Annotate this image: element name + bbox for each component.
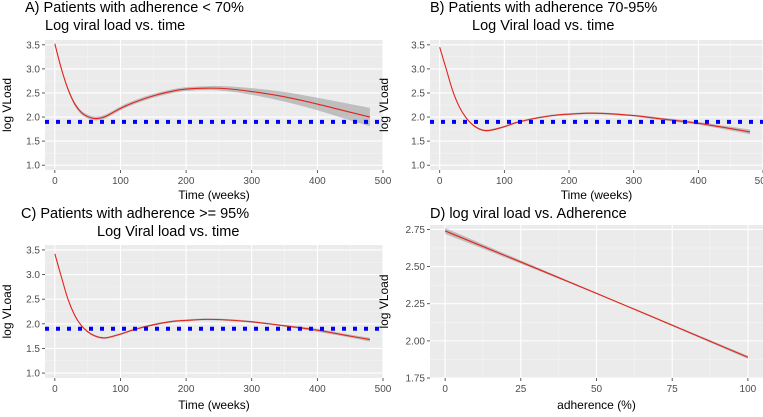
chart-panel-3: 1.75 2.00 2.25 2.50 2.75 0 25 50 75 100 adherence … <box>377 206 763 412</box>
y-tick-label: 2.75 <box>406 225 426 236</box>
x-tick-label: 400 <box>309 384 326 395</box>
y-tick-label: 2.25 <box>406 299 426 310</box>
y-tick-label: 2.0 <box>26 113 40 124</box>
y-axis-label: log VLoad <box>377 78 391 132</box>
x-tick-label: 500 <box>755 176 763 187</box>
fit-line <box>444 230 749 358</box>
y-tick-label: 2.00 <box>406 336 426 347</box>
x-tick-label: 0 <box>52 176 58 187</box>
y-axis-label: log VLoad <box>377 274 391 328</box>
y-tick-label: 2.5 <box>411 88 425 99</box>
data-layer <box>45 252 383 342</box>
x-tick-label: 500 <box>375 384 392 395</box>
y-tick-label: 1.0 <box>411 161 425 172</box>
x-tick-label: 0 <box>52 384 58 395</box>
chart-panel-0: 1.0 1.5 2.0 2.5 3.0 3.5 0 100 200 300 400 500 Time (… <box>0 0 392 202</box>
confidence-band <box>54 41 370 127</box>
confidence-band <box>439 45 751 135</box>
x-tick-label: 100 <box>496 176 513 187</box>
chart-subtitle: Log Viral load vs. time <box>472 18 614 34</box>
data-layer <box>45 41 383 127</box>
x-tick-label: 300 <box>625 176 642 187</box>
x-tick-label: 300 <box>243 176 260 187</box>
x-tick-label: 0 <box>442 384 448 395</box>
x-tick-label: 0 <box>437 176 443 187</box>
y-tick-label: 3.5 <box>26 245 40 256</box>
x-tick-label: 500 <box>375 176 392 187</box>
x-axis-label: Time (weeks) <box>178 188 250 202</box>
x-axis-label: Time (weeks) <box>178 398 250 412</box>
x-tick-label: 200 <box>178 176 195 187</box>
y-tick-label: 1.5 <box>26 344 40 355</box>
x-tick-label: 100 <box>112 384 129 395</box>
y-axis-label: log VLoad <box>0 284 14 338</box>
x-tick-label: 75 <box>667 384 679 395</box>
y-tick-label: 2.0 <box>26 319 40 330</box>
x-tick-label: 200 <box>178 384 195 395</box>
chart-title: C) Patients with adherence >= 95% <box>21 206 249 222</box>
y-tick-label: 3.0 <box>411 64 425 75</box>
chart-subtitle: Log viral load vs. time <box>45 18 185 34</box>
chart-panel-2: 1.0 1.5 2.0 2.5 3.0 3.5 0 100 200 300 400 500 Time (… <box>0 206 392 412</box>
x-tick-label: 300 <box>243 384 260 395</box>
y-tick-label: 3.0 <box>26 270 40 281</box>
fit-line <box>439 47 751 133</box>
chart-title: D) log viral load vs. Adherence <box>430 206 627 222</box>
y-tick-label: 3.0 <box>26 64 40 75</box>
x-tick-label: 100 <box>740 384 757 395</box>
y-tick-label: 3.5 <box>411 40 425 51</box>
y-tick-label: 3.5 <box>26 40 40 51</box>
y-tick-label: 1.5 <box>26 137 40 148</box>
y-axis-label: log VLoad <box>0 78 14 132</box>
data-layer <box>444 227 749 359</box>
x-tick-label: 50 <box>591 384 603 395</box>
chart-panel-1: 1.0 1.5 2.0 2.5 3.0 3.5 0 100 200 300 400 500 Time (… <box>377 0 763 202</box>
chart-title: B) Patients with adherence 70-95% <box>430 0 657 16</box>
y-tick-label: 1.75 <box>406 374 426 385</box>
chart-title: A) Patients with adherence < 70% <box>25 0 244 16</box>
y-tick-label: 2.5 <box>26 88 40 99</box>
y-tick-label: 1.0 <box>26 369 40 380</box>
x-tick-label: 25 <box>515 384 527 395</box>
x-axis-label: adherence (%) <box>557 398 636 412</box>
y-tick-label: 1.5 <box>411 137 425 148</box>
x-tick-label: 400 <box>309 176 326 187</box>
y-tick-label: 1.0 <box>26 161 40 172</box>
data-layer <box>430 45 763 135</box>
x-tick-label: 100 <box>112 176 129 187</box>
x-tick-label: 200 <box>561 176 578 187</box>
x-axis-label: Time (weeks) <box>561 188 633 202</box>
y-tick-label: 2.5 <box>26 295 40 306</box>
fit-line <box>54 43 371 120</box>
y-tick-label: 2.50 <box>406 262 426 273</box>
chart-subtitle: Log Viral load vs. time <box>97 224 239 240</box>
confidence-band <box>54 252 370 342</box>
y-tick-label: 2.0 <box>411 113 425 124</box>
x-tick-label: 400 <box>690 176 707 187</box>
